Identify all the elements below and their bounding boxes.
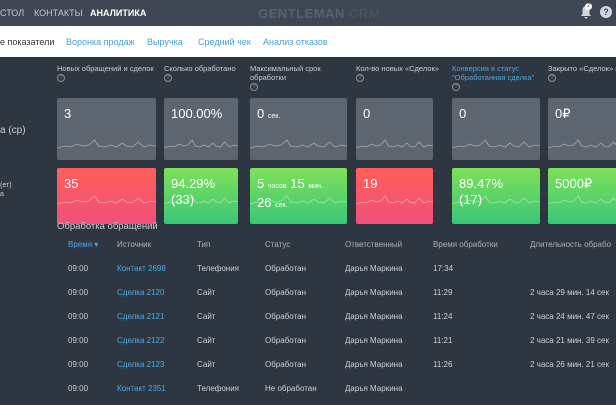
sub-nav: е показатели Воронка продаж Выручка Сред… — [0, 26, 616, 57]
source-link[interactable]: Сделка 2120 — [117, 288, 165, 297]
table-cell: 09:00 — [68, 384, 89, 393]
column-header[interactable]: Тип — [197, 240, 211, 249]
table-cell: 11:26 — [433, 360, 453, 369]
help-icon[interactable]: ? — [452, 83, 460, 91]
tab-avg-check[interactable]: Средний чек — [198, 37, 251, 47]
source-link[interactable]: Сделка 2121 — [117, 312, 165, 321]
tab-revenue[interactable]: Выручка — [147, 37, 183, 47]
table-cell: Сайт — [197, 288, 216, 297]
table-cell: Не обработан — [265, 384, 317, 393]
table-cell: Сайт — [197, 312, 216, 321]
table-cell: Обработан — [265, 336, 306, 345]
side-label-a: (ет) — [0, 182, 12, 189]
nav-contacts[interactable]: КОНТАКТЫ — [34, 8, 83, 18]
table-cell: 2 часа 26 мин. 21 сек — [530, 360, 609, 369]
metric-card-current[interactable]: 0 — [452, 98, 540, 160]
tab-refusal-analysis[interactable]: Анализ отказов — [263, 37, 328, 47]
metric-card-current[interactable]: 0 — [356, 98, 433, 160]
table-cell: 2 часа 29 мин. 14 сек — [530, 288, 609, 297]
column-header[interactable]: Время ▾ — [68, 240, 99, 249]
metric-label: Сколько обработано? — [164, 64, 236, 82]
column-header[interactable]: Источник — [117, 240, 152, 249]
table-cell: 2 часа 24 мин. 47 сек — [530, 312, 609, 321]
tab-sales-funnel[interactable]: Воронка продаж — [66, 37, 135, 47]
metric-card-previous[interactable]: 89.47% (17) — [452, 168, 540, 224]
table-title: Обработка обращений — [57, 221, 158, 232]
table-cell: 09:00 — [68, 312, 89, 321]
nav-desk[interactable]: СТОЛ — [0, 8, 25, 18]
table-cell: Обработан — [265, 264, 306, 273]
table-cell: 17:34 — [433, 264, 454, 273]
table-cell: 09:00 — [68, 360, 89, 369]
sparkline — [356, 190, 433, 210]
metric-card-current[interactable]: 0₽ — [548, 98, 616, 160]
table-cell: 09:00 — [68, 264, 89, 273]
source-link[interactable]: Сделка 2123 — [117, 360, 165, 369]
table-cell: Обработан — [265, 312, 306, 321]
table-cell: 11:29 — [433, 288, 453, 297]
sparkline — [164, 134, 238, 154]
table-cell: Сайт — [197, 360, 216, 369]
sparkline — [548, 190, 616, 210]
table-cell: Дарья Маркина — [345, 288, 403, 297]
metric-card-previous[interactable]: 5 часов 15 мин. 26 сек. — [250, 168, 347, 224]
sparkline — [452, 134, 540, 154]
table-cell: 11:24 — [433, 312, 453, 321]
table-cell: Дарья Маркина — [345, 312, 403, 321]
table-cell: Телефония — [197, 384, 239, 393]
source-link[interactable]: Контакт 2698 — [117, 264, 166, 273]
table-cell: 11:21 — [433, 336, 453, 345]
table-cell: Телефония — [197, 264, 239, 273]
column-header[interactable]: Статус — [265, 240, 291, 249]
tab-key-indicators[interactable]: е показатели — [0, 37, 55, 47]
table-cell: 09:00 — [68, 336, 89, 345]
help-icon[interactable]: ? — [356, 74, 364, 82]
metric-label: Максимальный срок обработки? — [250, 64, 321, 91]
logo: GENTLEMAN CRM — [258, 6, 381, 21]
sparkline — [548, 134, 616, 154]
metric-card-previous[interactable]: 5000₽ — [548, 168, 616, 224]
metric-label: Закрыто «Сделок» на? — [548, 64, 616, 82]
help-icon[interactable]: ? — [250, 83, 258, 91]
metric-card-current[interactable]: 0 сек. — [250, 98, 347, 160]
metric-card-current[interactable]: 100.00% — [164, 98, 238, 160]
source-link[interactable]: Сделка 2122 — [117, 336, 165, 345]
table-cell: Дарья Маркина — [345, 384, 403, 393]
help-icon[interactable]: ? — [600, 6, 612, 18]
help-icon[interactable]: ? — [548, 74, 556, 82]
column-header[interactable]: Ответственный — [345, 240, 403, 249]
table-cell: Дарья Маркина — [345, 264, 403, 273]
sparkline — [164, 190, 238, 210]
help-icon[interactable]: ? — [164, 74, 172, 82]
notification-badge: 2 — [585, 3, 592, 10]
table-cell: Дарья Маркина — [345, 360, 403, 369]
table-cell: 09:00 — [68, 288, 89, 297]
sparkline — [452, 190, 540, 210]
metric-card-previous[interactable]: 19 — [356, 168, 433, 224]
column-header[interactable]: Длительность обрабо — [530, 240, 612, 249]
sparkline — [57, 190, 156, 210]
metric-label: Кол-во новых «Сделок»? — [356, 64, 439, 82]
source-link[interactable]: Контакт 2351 — [117, 384, 166, 393]
metric-label: Конверсия в статус "Обработанная сделка"… — [452, 64, 535, 91]
side-label-avg: а (ср) — [0, 125, 26, 136]
metric-card-previous[interactable]: 35 — [57, 168, 156, 224]
sparkline — [250, 190, 347, 210]
table-cell: Дарья Маркина — [345, 336, 403, 345]
help-icon[interactable]: ? — [57, 74, 65, 82]
side-label-b: а — [0, 191, 4, 198]
sparkline — [57, 134, 156, 154]
metric-label: Новых обращений и сделок? — [57, 64, 154, 82]
metric-card-current[interactable]: 3 — [57, 98, 156, 160]
table-cell: Сайт — [197, 336, 216, 345]
table-cell: Обработан — [265, 360, 306, 369]
table-cell: Обработан — [265, 288, 306, 297]
sparkline — [250, 134, 347, 154]
column-header[interactable]: Время обработки — [433, 240, 498, 249]
metric-card-previous[interactable]: 94.29% (33) — [164, 168, 238, 224]
table-cell: 2 часа 21 мин. 39 сек — [530, 336, 609, 345]
sparkline — [356, 134, 433, 154]
nav-analytics[interactable]: АНАЛИТИКА — [90, 8, 147, 18]
top-bar: СТОЛ КОНТАКТЫ АНАЛИТИКА GENTLEMAN CRM 2 … — [0, 0, 616, 26]
